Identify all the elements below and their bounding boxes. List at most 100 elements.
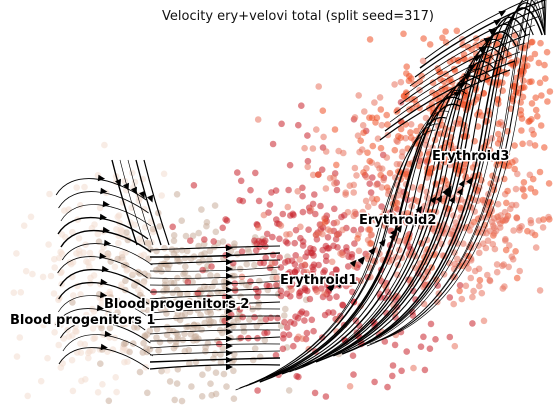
cell-point-4 [453, 27, 461, 35]
streamline-arrowhead-22 [449, 196, 456, 204]
cell-point-1 [171, 396, 178, 404]
cell-point-2 [339, 302, 347, 309]
cell-point-2 [283, 324, 291, 331]
cell-point-2 [277, 264, 285, 271]
cell-point-4 [442, 39, 450, 46]
cell-point-2 [388, 217, 396, 224]
cell-point-4 [528, 116, 535, 123]
cell-point-1 [251, 345, 259, 352]
cell-point-1 [161, 244, 168, 252]
streamline-arrowhead-24 [456, 187, 464, 196]
cell-point-2 [297, 234, 304, 242]
cell-point-3 [351, 208, 359, 216]
streamline-14 [315, 31, 517, 363]
cell-point-2 [371, 378, 378, 386]
cell-point-4 [519, 140, 526, 148]
cell-point-3 [294, 188, 302, 195]
cell-point-0 [55, 341, 62, 349]
cell-point-2 [417, 343, 425, 351]
cell-point-2 [303, 329, 311, 337]
cell-point-0 [40, 321, 47, 329]
cell-point-3 [350, 181, 358, 189]
cell-point-4 [377, 106, 385, 113]
cell-point-0 [129, 269, 137, 276]
cell-point-4 [505, 162, 513, 169]
cell-point-3 [450, 300, 458, 308]
cell-point-1 [173, 191, 181, 198]
streamline-37 [149, 252, 281, 258]
cell-point-1 [170, 237, 178, 245]
cell-point-0 [82, 241, 89, 248]
streamline-60 [57, 256, 148, 279]
cell-point-3 [475, 265, 483, 273]
cell-point-0 [22, 267, 30, 275]
cell-point-2 [291, 320, 298, 327]
cell-point-3 [460, 240, 467, 247]
cell-point-1 [199, 371, 206, 379]
cell-point-3 [499, 262, 506, 270]
streamline-arrowhead-18 [435, 195, 443, 203]
cell-point-2 [247, 186, 254, 194]
cell-point-0 [90, 272, 98, 279]
cell-point-4 [360, 129, 367, 136]
cell-point-0 [98, 300, 106, 307]
streamline-arrowhead-1 [326, 284, 334, 292]
cell-point-3 [486, 277, 494, 285]
cell-point-3 [535, 217, 543, 224]
streamline-arrowhead-27 [458, 82, 467, 89]
cell-point-3 [283, 231, 290, 238]
cell-point-2 [420, 333, 427, 341]
streamline-arrowhead-23 [458, 179, 465, 188]
cell-point-3 [297, 223, 304, 231]
cell-point-3 [376, 219, 384, 226]
cell-point-1 [211, 202, 219, 209]
cell-point-1 [178, 217, 185, 224]
cell-point-0 [72, 323, 79, 330]
cell-point-4 [502, 246, 510, 254]
streamline-arrowhead-29 [468, 64, 477, 71]
cell-point-1 [223, 383, 230, 390]
cell-point-1 [173, 380, 181, 387]
cell-point-3 [482, 244, 490, 252]
cell-point-3 [507, 205, 514, 213]
cell-point-3 [374, 161, 381, 169]
cell-point-2 [269, 233, 276, 241]
cell-point-3 [309, 145, 317, 152]
cell-point-4 [545, 180, 553, 187]
cell-point-2 [338, 213, 345, 221]
cell-point-4 [420, 35, 427, 42]
cell-point-0 [94, 389, 102, 396]
cell-point-2 [279, 345, 287, 353]
cell-point-3 [299, 335, 306, 343]
cell-point-0 [82, 376, 89, 383]
cell-point-3 [362, 197, 370, 205]
streamline-69 [119, 159, 146, 246]
cell-point-2 [349, 352, 357, 360]
cell-point-0 [73, 184, 80, 191]
streamline-arrowhead-44 [226, 300, 233, 308]
streamline-20 [351, 0, 546, 351]
cell-point-3 [296, 256, 304, 263]
streamline-arrowhead-50 [226, 342, 233, 350]
cell-point-3 [313, 126, 320, 133]
cell-point-1 [228, 297, 236, 305]
cell-point-4 [536, 168, 544, 176]
cell-point-3 [371, 216, 379, 224]
cell-point-1 [210, 319, 217, 326]
streamline-16 [325, 16, 527, 359]
cell-point-1 [143, 331, 151, 338]
cell-point-1 [173, 247, 180, 254]
cell-point-0 [66, 317, 73, 325]
cell-point-1 [217, 351, 224, 358]
cell-point-4 [528, 39, 535, 46]
cell-point-2 [446, 294, 454, 301]
cell-point-2 [169, 223, 176, 231]
streamline-34 [419, 0, 547, 69]
cell-point-1 [240, 323, 247, 331]
streamline-56 [60, 204, 152, 227]
streamline-arrowhead-42 [226, 286, 233, 294]
cell-point-2 [298, 102, 305, 109]
cell-point-2 [357, 226, 365, 233]
cell-point-1 [231, 272, 238, 280]
streamline-arrowhead-3 [349, 259, 357, 268]
